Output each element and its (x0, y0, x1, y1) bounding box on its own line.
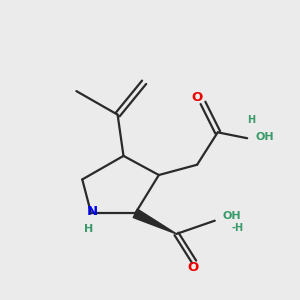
Text: O: O (187, 261, 198, 274)
Text: H: H (83, 224, 93, 235)
Text: O: O (191, 91, 203, 104)
Text: N: N (87, 205, 98, 218)
Text: OH: OH (255, 132, 274, 142)
Text: -H: -H (232, 223, 244, 233)
Text: H: H (247, 115, 255, 125)
Text: OH: OH (222, 211, 241, 221)
Polygon shape (133, 209, 176, 234)
